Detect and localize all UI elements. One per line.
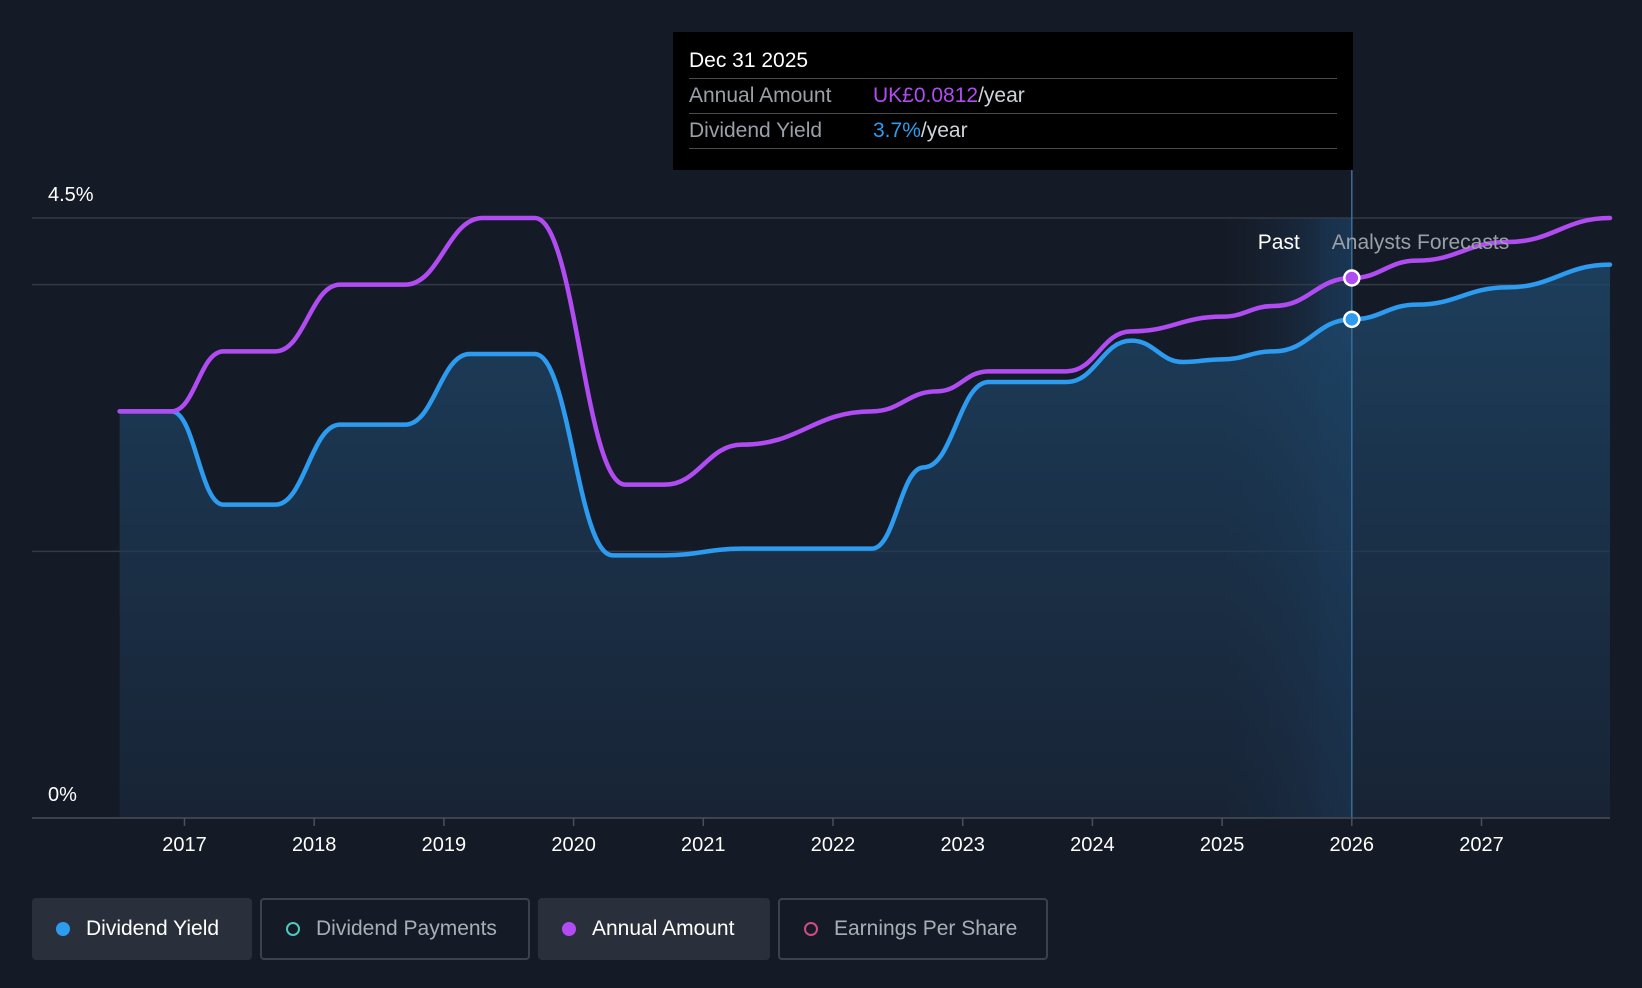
x-tick-label: 2023	[940, 834, 985, 856]
legend-dividend-payments[interactable]: Dividend Payments	[260, 898, 530, 960]
tooltip-value: UK£0.0812	[873, 84, 979, 107]
x-tick-label: 2025	[1200, 834, 1245, 856]
x-tick-label: 2017	[162, 834, 207, 856]
y-axis-label-top: 4.5%	[48, 184, 94, 206]
tooltip-row-dividend-yield: Dividend Yield 3.7%/year	[689, 114, 1337, 149]
dividend-yield-area	[119, 264, 1610, 819]
x-tick-label: 2027	[1459, 834, 1504, 856]
legend-dividend-yield[interactable]: Dividend Yield	[32, 898, 252, 960]
dividend-yield-line	[117, 262, 1613, 558]
x-tick-label: 2021	[681, 834, 726, 856]
tooltip-row-annual-amount: Annual Amount UK£0.0812/year	[689, 79, 1337, 114]
pink-ring-icon	[804, 922, 818, 936]
blue-dot-icon	[56, 922, 70, 936]
x-tick-label: 2024	[1070, 834, 1115, 856]
legend-label: Earnings Per Share	[834, 917, 1018, 940]
legend-label: Annual Amount	[592, 917, 735, 940]
past-label: Past	[1258, 231, 1300, 254]
legend-earnings-per-share[interactable]: Earnings Per Share	[778, 898, 1048, 960]
legend-label: Dividend Payments	[316, 917, 497, 940]
legend-label: Dividend Yield	[86, 917, 220, 940]
highlight-markers	[1343, 269, 1361, 329]
x-tick-label: 2026	[1330, 834, 1375, 856]
analysts-forecasts-label: Analysts Forecasts	[1332, 231, 1509, 254]
teal-ring-icon	[286, 922, 300, 936]
y-axis-label-bottom: 0%	[48, 784, 77, 806]
tooltip-date: Dec 31 2025	[689, 46, 1337, 79]
x-tick-label: 2019	[422, 834, 467, 856]
annual-amount-line	[117, 215, 1613, 487]
tooltip-unit: /year	[920, 119, 968, 142]
x-axis-ticks: 2017 2018 2019 2020 2021 2022 2023 2024 2025 2026…	[162, 818, 1504, 856]
x-tick-label: 2022	[811, 834, 856, 856]
legend-annual-amount[interactable]: Annual Amount	[538, 898, 770, 960]
purple-dot-icon	[562, 922, 576, 936]
x-tick-label: 2020	[551, 834, 596, 856]
highlight-point[interactable]	[1343, 310, 1361, 329]
x-tick-label: 2018	[292, 834, 337, 856]
chart-tooltip: Dec 31 2025 Annual Amount UK£0.0812/year …	[673, 32, 1353, 170]
tooltip-label: Dividend Yield	[689, 119, 823, 142]
tooltip-value: 3.7%	[873, 119, 921, 142]
tooltip-unit: /year	[978, 84, 1025, 107]
tooltip-label: Annual Amount	[689, 84, 832, 107]
highlight-point[interactable]	[1343, 269, 1361, 287]
